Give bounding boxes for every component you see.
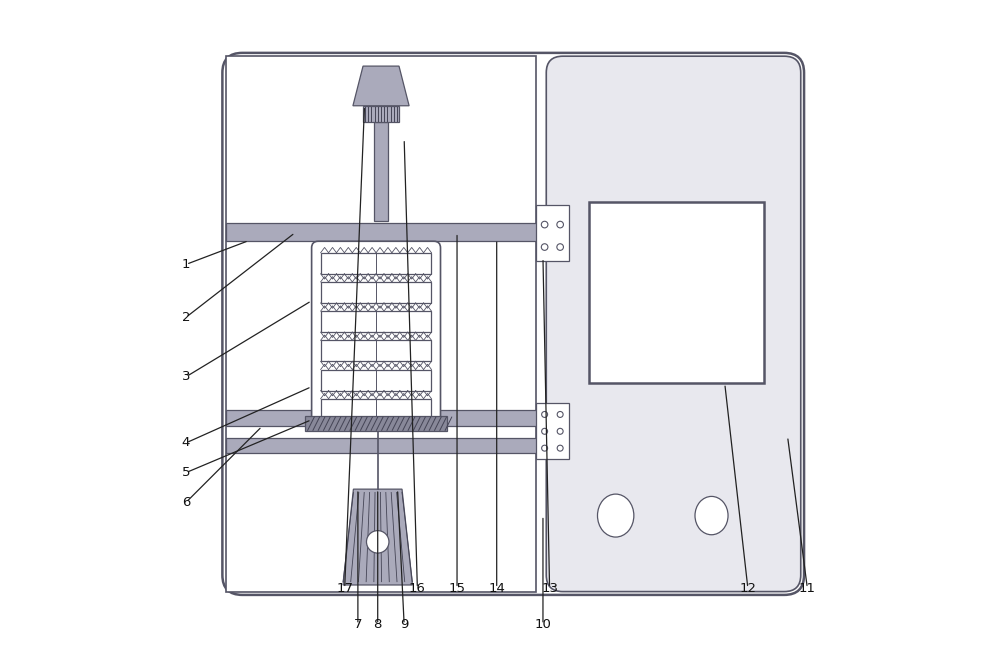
Text: 8: 8 [374,618,382,631]
Text: 1: 1 [182,258,190,271]
Bar [536,205,569,261]
Text: 16: 16 [409,582,426,595]
Bar [321,369,431,391]
Text: 4: 4 [182,436,190,449]
Text: 7: 7 [354,618,362,631]
Polygon shape [353,66,409,106]
Bar [374,122,388,221]
Text: 13: 13 [541,582,558,595]
Text: 17: 17 [336,582,353,595]
Text: 10: 10 [535,618,551,631]
FancyBboxPatch shape [546,56,801,592]
Text: 12: 12 [739,582,756,595]
Polygon shape [343,489,412,585]
Bar [321,311,431,332]
FancyBboxPatch shape [312,241,441,423]
Text: 14: 14 [488,582,505,595]
Text: 5: 5 [182,466,190,479]
Circle shape [366,531,389,553]
Bar [589,202,764,383]
Bar [226,438,556,453]
Ellipse shape [695,496,728,535]
Text: 6: 6 [182,496,190,509]
Text: 11: 11 [799,582,816,595]
Bar [226,56,536,592]
Bar [226,223,556,241]
Text: 3: 3 [182,370,190,383]
Bar [536,403,569,459]
FancyBboxPatch shape [222,53,804,595]
Text: 9: 9 [400,618,408,631]
Bar [305,416,447,431]
Bar [363,106,399,122]
Bar [321,399,431,420]
Bar [321,253,431,274]
Bar [226,410,556,426]
Text: 2: 2 [182,311,190,324]
Ellipse shape [597,494,634,537]
Text: 15: 15 [449,582,466,595]
Bar [321,282,431,303]
Bar [321,340,431,362]
